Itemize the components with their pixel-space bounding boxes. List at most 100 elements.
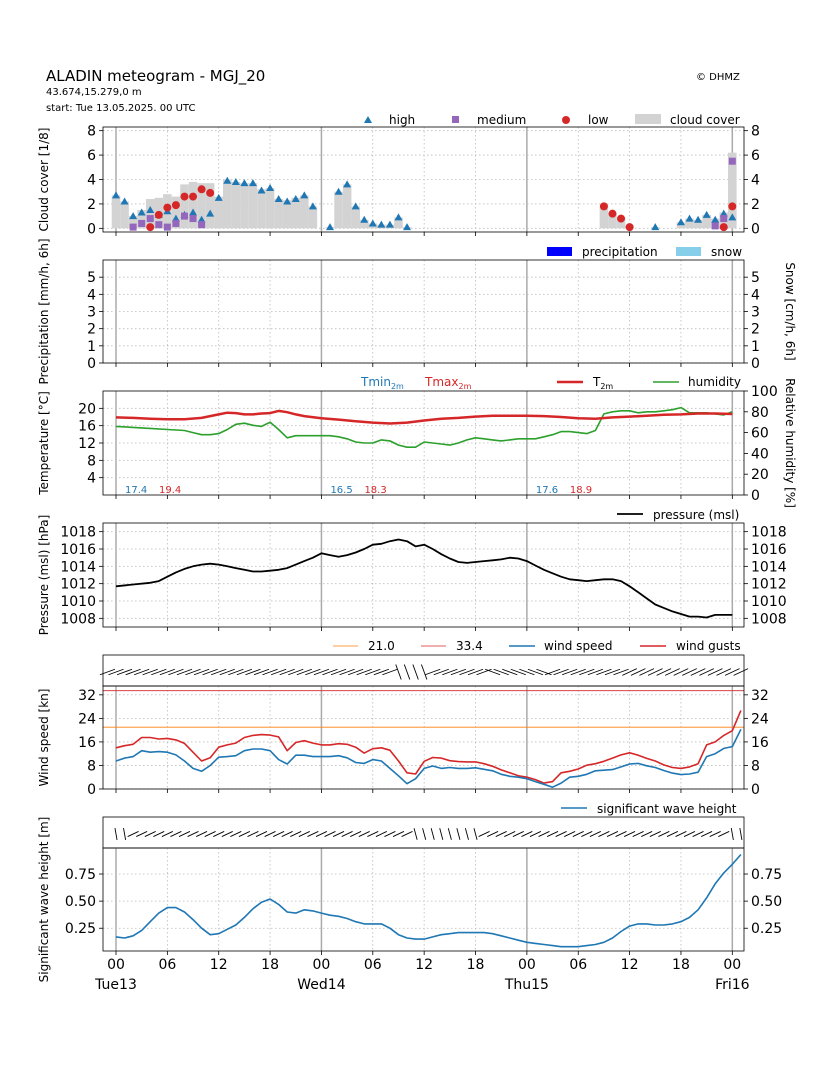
medium-cloud-marker: [711, 222, 719, 230]
x-tick-label: 12: [415, 957, 433, 973]
daily-tmax-label: 19.4: [159, 485, 181, 496]
high-cloud-marker: [711, 215, 720, 223]
temp-ytick-label: 60: [751, 426, 769, 442]
wind-direction-arrow: [142, 668, 158, 676]
wave-direction-arrow: [213, 831, 225, 837]
x-day-label: Thu15: [504, 977, 549, 993]
wind-speed-line: [115, 728, 742, 788]
high-cloud-marker: [676, 218, 685, 226]
wave-direction-arrow: [298, 831, 310, 837]
wind-direction-arrow: [296, 668, 312, 676]
wave-direction-strip: [102, 816, 745, 849]
high-cloud-marker: [197, 215, 206, 223]
cloud-cover-bar: [120, 201, 129, 229]
wind-frame: [102, 685, 745, 790]
wave-direction-arrow: [273, 831, 285, 837]
high-cloud-marker: [240, 179, 249, 187]
wind-direction-arrow: [587, 668, 604, 676]
cloud-cover-bar: [693, 219, 703, 229]
cloud-cover-bar: [240, 183, 249, 229]
x-tick-label: 00: [313, 957, 331, 973]
high-cloud-marker: [120, 197, 129, 205]
wave-frame: [102, 847, 745, 952]
legend-low-marker: [562, 116, 570, 124]
wave-direction-arrow: [384, 831, 396, 837]
wind-direction-arrow: [134, 668, 150, 676]
snow-ylabel: Snow [cm/h, 6h]: [783, 262, 797, 360]
wave-direction-arrow: [187, 831, 199, 837]
pressure-ytick-label: 1010: [60, 594, 96, 610]
wind-direction-arrow: [562, 668, 578, 676]
high-cloud-marker: [291, 195, 300, 203]
wave-direction-arrow: [401, 831, 413, 837]
wave-direction-arrow: [324, 831, 336, 837]
wave-direction-arrow: [589, 831, 601, 837]
daily-tmax-label: 18.9: [570, 485, 592, 496]
high-cloud-marker: [326, 223, 334, 231]
high-cloud-marker: [377, 220, 386, 228]
wave-direction-arrow: [456, 828, 461, 840]
low-cloud-marker: [728, 202, 737, 211]
wave-direction-arrow: [739, 828, 743, 840]
wave-direction-arrow: [538, 831, 550, 837]
wave-direction-arrow: [315, 831, 328, 837]
x-day-label: Tue13: [94, 977, 137, 993]
legend-wind-label: wind speed: [544, 639, 612, 653]
wave-direction-arrow: [718, 831, 730, 837]
pressure-line: [115, 538, 733, 619]
wind-ytick-label: 24: [751, 711, 769, 727]
pressure-ytick-label: 1012: [60, 577, 96, 593]
wind-direction-arrow: [412, 664, 419, 680]
legend-cloud-swatch: [635, 114, 661, 124]
temp-ytick-label: 16: [78, 419, 96, 435]
wave-direction-arrow: [127, 831, 139, 837]
low-cloud-marker: [171, 201, 180, 210]
wind-panel: 0 8 16 24 32 0 8 16 24 32 Wind speed [kn] 21.0 33.4 w…: [37, 639, 769, 798]
high-cloud-marker: [248, 179, 257, 187]
precip-frame: [102, 259, 745, 364]
high-cloud-marker: [189, 208, 198, 216]
wave-direction-arrow: [512, 831, 524, 837]
wind-direction-arrow: [193, 668, 210, 676]
precip-ytick-label: 2: [751, 322, 760, 338]
high-cloud-marker: [300, 191, 309, 199]
x-tick-label: 12: [210, 957, 228, 973]
cloud-cover-bar: [616, 217, 626, 229]
pressure-ytick-label: 1012: [751, 577, 787, 593]
wind-direction-arrow: [724, 668, 740, 676]
legend-medium-marker: [452, 116, 459, 123]
wind-ytick-label: 16: [751, 735, 769, 751]
x-tick-label: 06: [158, 957, 176, 973]
daily-tmax-label: 18.3: [364, 485, 386, 496]
location-coordinates: 43.674,15.279,0 m: [46, 87, 142, 98]
x-day-label: Fri16: [715, 977, 750, 993]
wave-ylabel: Significant wave height [m]: [37, 817, 51, 983]
precip-ytick-label: 5: [751, 270, 760, 286]
wave-direction-arrow: [341, 831, 353, 837]
wave-panel: 0.25 0.50 0.75 0.25 0.50 0.75 Significant wave…: [37, 802, 782, 982]
pressure-ytick-label: 1010: [751, 594, 787, 610]
wind-ytick-label: 0: [87, 782, 96, 798]
wind-direction-arrow: [253, 668, 270, 676]
cloud-ytick-label: 4: [751, 173, 760, 189]
low-cloud-marker: [154, 210, 163, 219]
legend-medium-label: medium: [477, 113, 526, 127]
high-cloud-marker: [694, 215, 703, 223]
wave-direction-arrow: [546, 831, 559, 837]
cloud-cover-bar: [334, 191, 343, 229]
wind-direction-arrow: [484, 668, 501, 676]
high-cloud-marker: [257, 186, 266, 194]
wind-direction-arrow: [467, 668, 484, 676]
cloud-cover-bar: [248, 183, 258, 229]
wind-ytick-label: 24: [78, 711, 96, 727]
wind-direction-arrow: [553, 668, 569, 676]
wave-direction-arrow: [666, 831, 679, 837]
pressure-ytick-label: 1018: [751, 525, 787, 541]
wind-direction-arrow: [630, 668, 646, 676]
wind-direction-arrow: [356, 668, 372, 676]
high-cloud-marker: [206, 209, 215, 217]
precip-ytick-label: 4: [87, 287, 96, 303]
legend-tmin-label: Tmin2m: [360, 375, 404, 391]
high-cloud-marker: [343, 180, 352, 188]
